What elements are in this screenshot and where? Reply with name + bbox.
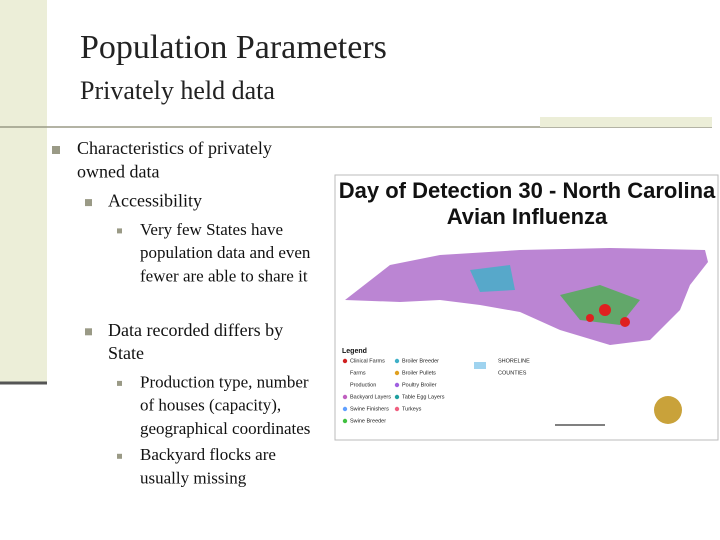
clinical-farm [599, 304, 611, 316]
slide-subtitle: Privately held data [80, 76, 275, 105]
bullet-text: population data and even [140, 243, 311, 262]
side-band [0, 0, 47, 383]
clinical-farm [620, 317, 630, 327]
bullet-marker [85, 199, 92, 207]
bullet-text: fewer are able to share it [140, 266, 308, 285]
legend-label: Swine Finishers [350, 406, 389, 412]
seal [654, 396, 682, 424]
legend-dot [394, 394, 400, 400]
legend-dot [342, 406, 348, 412]
bullet-text: owned data [77, 161, 159, 181]
bullet-marker [117, 453, 122, 459]
legend-label: Clinical Farms [350, 358, 385, 364]
map-image: Day of Detection 30 - North CarolinaAvia… [334, 174, 719, 441]
bullet-text: geographical coordinates [140, 419, 310, 438]
legend-label: SHORELINE [498, 358, 530, 364]
map-title: Avian Influenza [447, 204, 608, 229]
legend-dot [342, 418, 348, 424]
legend-dot [342, 358, 348, 364]
legend-dot [394, 382, 400, 388]
legend-label: Production [350, 382, 376, 388]
legend-label: Table Egg Layers [402, 394, 445, 400]
legend-dot [394, 358, 400, 364]
legend-label: COUNTIES [498, 370, 527, 376]
legend-box [338, 345, 715, 438]
cluster [470, 265, 515, 292]
legend-dot [342, 394, 348, 400]
rule-box [540, 117, 712, 127]
slide-title: Population Parameters [80, 29, 387, 66]
legend-label: Turkeys [402, 406, 422, 412]
bullet-text: State [108, 343, 144, 363]
bullet-marker [117, 380, 122, 386]
clinical-farm [586, 314, 594, 322]
cluster [560, 285, 640, 325]
bullet-text: Characteristics of privately [77, 138, 272, 158]
legend-dot [394, 370, 400, 376]
bullet-text: Backyard flocks are [140, 445, 276, 464]
bullet-marker [85, 328, 92, 336]
legend-label: Broiler Pullets [402, 370, 436, 376]
legend-label: Poultry Broiler [402, 382, 437, 388]
bullet-marker [117, 228, 122, 234]
bullet-text: Accessibility [108, 191, 202, 211]
legend-label: Farms [350, 370, 366, 376]
bullet-marker [52, 146, 60, 154]
legend-dot [394, 406, 400, 412]
legend-label: Backyard Layers [350, 394, 391, 400]
bullet-text: Production type, number [140, 372, 309, 391]
bullet-text: of houses (capacity), [140, 396, 281, 415]
legend-label: Swine Breeder [350, 418, 386, 424]
bullet-text: Data recorded differs by [108, 320, 283, 340]
legend-title: Legend [342, 348, 367, 355]
map-title: Day of Detection 30 - North Carolina [339, 178, 716, 203]
bullet-text: usually missing [140, 469, 247, 488]
bullet-text: Very few States have [140, 220, 283, 239]
legend-label: Broiler Breeder [402, 358, 439, 364]
shore-swatch [474, 362, 486, 369]
